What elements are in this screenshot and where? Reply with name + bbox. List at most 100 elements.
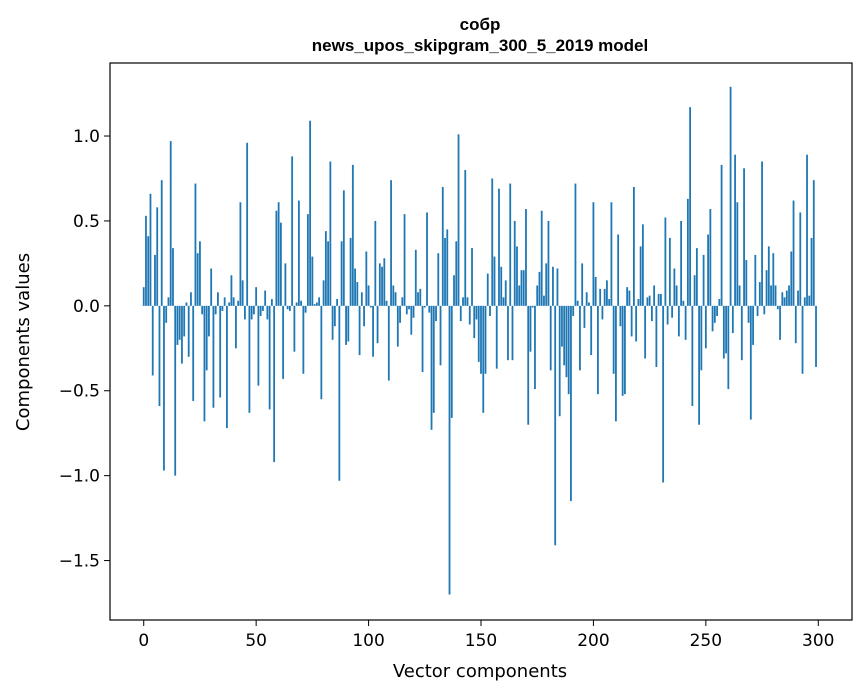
bar (257, 305, 260, 386)
bar (239, 202, 242, 306)
bar (286, 305, 289, 310)
bar (453, 275, 455, 306)
bar (579, 305, 581, 371)
bar (637, 299, 640, 306)
bar (466, 297, 469, 306)
bar (338, 305, 341, 481)
bar (763, 305, 766, 315)
bar (761, 161, 763, 306)
bar (327, 241, 329, 306)
bar (615, 305, 617, 422)
bar (340, 241, 343, 306)
bar (270, 299, 273, 306)
x-tick-label: 0 (138, 631, 149, 651)
bar (770, 285, 772, 306)
bar (160, 180, 163, 306)
bar (403, 214, 406, 306)
bar (543, 295, 545, 306)
bar (682, 300, 685, 306)
bar (430, 305, 433, 430)
bar (302, 305, 305, 374)
bar (797, 290, 799, 306)
bar (650, 305, 653, 322)
bar (738, 285, 741, 306)
bar (680, 220, 683, 306)
bar (601, 305, 604, 320)
bar (183, 305, 186, 337)
bar (752, 305, 754, 345)
x-tick-label: 250 (690, 631, 722, 651)
bar (597, 305, 599, 395)
bar (745, 259, 748, 306)
bar (621, 305, 624, 396)
bar (275, 210, 278, 306)
bar (588, 302, 590, 306)
bar (545, 263, 548, 306)
bar (293, 305, 296, 352)
bar (196, 253, 199, 306)
bar (468, 305, 471, 325)
bar (235, 305, 237, 349)
bar (408, 305, 410, 310)
bar (244, 305, 246, 320)
bar (666, 305, 669, 325)
bar (671, 305, 674, 318)
bar (448, 305, 451, 595)
bar (536, 285, 539, 306)
bar (333, 305, 336, 327)
bar (178, 305, 181, 340)
bar (552, 266, 554, 306)
bar (277, 202, 280, 306)
bar (199, 241, 201, 306)
bar (509, 183, 512, 306)
bar (633, 186, 635, 306)
bar (282, 305, 285, 379)
bar (232, 297, 235, 306)
bar (722, 305, 725, 359)
bar (217, 292, 219, 306)
bar (720, 164, 723, 306)
bar (255, 287, 258, 306)
bar (190, 292, 192, 306)
bar (187, 305, 190, 357)
bar (592, 202, 595, 306)
bar (369, 305, 372, 308)
bar (266, 305, 269, 320)
bar (765, 270, 768, 306)
bar (788, 285, 790, 306)
bar (716, 305, 718, 317)
bar (210, 268, 213, 306)
bar (163, 305, 165, 471)
bar (324, 231, 327, 306)
bar (421, 305, 424, 373)
bar (774, 285, 777, 306)
bar (583, 305, 586, 328)
bar (630, 305, 633, 337)
bar (779, 305, 781, 340)
bar (295, 302, 298, 306)
plot-frame (109, 62, 853, 621)
y-tick-label: 1.0 (73, 127, 100, 147)
bar (203, 305, 206, 422)
bar (419, 288, 422, 306)
bar (525, 209, 527, 306)
bar (149, 193, 152, 306)
bar (673, 268, 676, 306)
x-tick-label: 300 (802, 631, 834, 651)
bar (412, 305, 415, 318)
bar (711, 305, 714, 332)
bar (522, 270, 525, 306)
bar (378, 263, 381, 306)
bar (624, 305, 626, 395)
bar (808, 295, 811, 306)
y-axis-ticks: −1.5 −1.0 −0.5 0.0 0.5 1.0 (59, 127, 110, 572)
bar (731, 305, 734, 334)
bar (511, 305, 514, 361)
bar (358, 305, 361, 356)
bar (383, 258, 386, 306)
bar (489, 305, 491, 317)
bar (772, 253, 775, 306)
bar (626, 287, 629, 306)
bar (677, 305, 680, 337)
bar (241, 280, 244, 306)
